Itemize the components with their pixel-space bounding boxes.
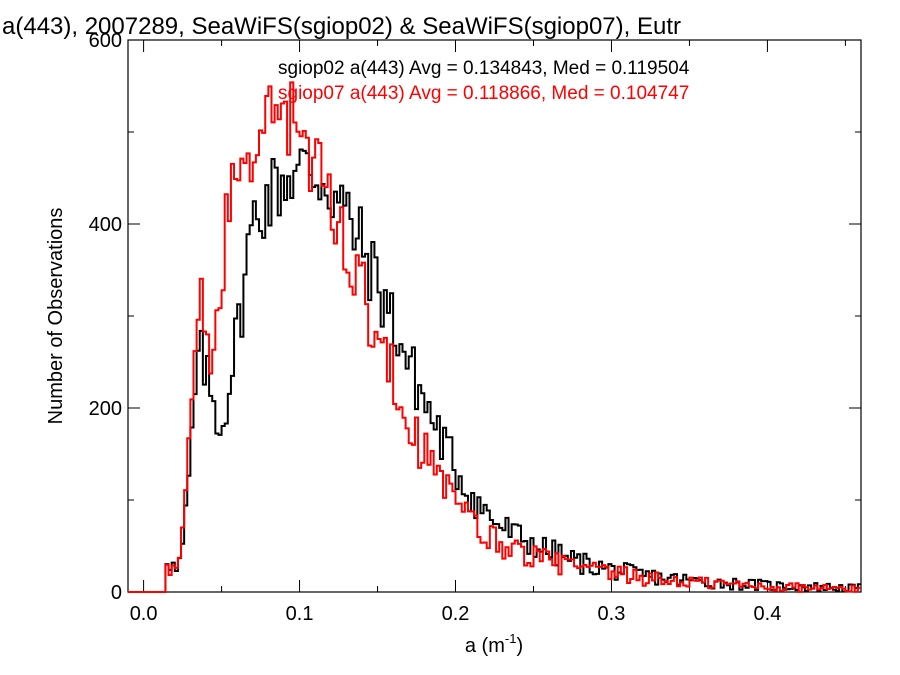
- x-axis-label-close: ): [516, 635, 523, 657]
- x-axis-label-superscript: -1: [505, 631, 517, 646]
- x-tick-label: 0.1: [286, 603, 314, 625]
- series-layer: [128, 81, 861, 593]
- x-tick-label: 0.0: [130, 603, 158, 625]
- x-axis-label: a (m-1): [465, 631, 523, 657]
- x-tick-label: 0.4: [754, 603, 782, 625]
- series-line-sgiop07: [128, 81, 861, 593]
- y-axis: 0 200 400 600: [89, 30, 861, 604]
- y-tick-label: 400: [89, 214, 122, 236]
- x-axis: 0.0 0.1 0.2 0.3 0.4: [130, 40, 846, 625]
- series-line-sgiop02: [128, 148, 861, 593]
- x-tick-label: 0.3: [598, 603, 626, 625]
- y-axis-label: Number of Observations: [45, 208, 67, 425]
- legend-entry-sgiop07: sgiop07 a(443) Avg = 0.118866, Med = 0.1…: [278, 83, 689, 104]
- y-tick-label: 200: [89, 398, 122, 420]
- legend-entry-sgiop02: sgiop02 a(443) Avg = 0.134843, Med = 0.1…: [278, 58, 690, 79]
- x-tick-label: 0.2: [442, 603, 470, 625]
- y-tick-label: 0: [111, 582, 122, 604]
- x-axis-label-main: a (m: [465, 635, 505, 657]
- y-tick-label: 600: [89, 30, 122, 52]
- chart-title: a(443), 2007289, SeaWiFS(sgiop02) & SeaW…: [2, 13, 681, 40]
